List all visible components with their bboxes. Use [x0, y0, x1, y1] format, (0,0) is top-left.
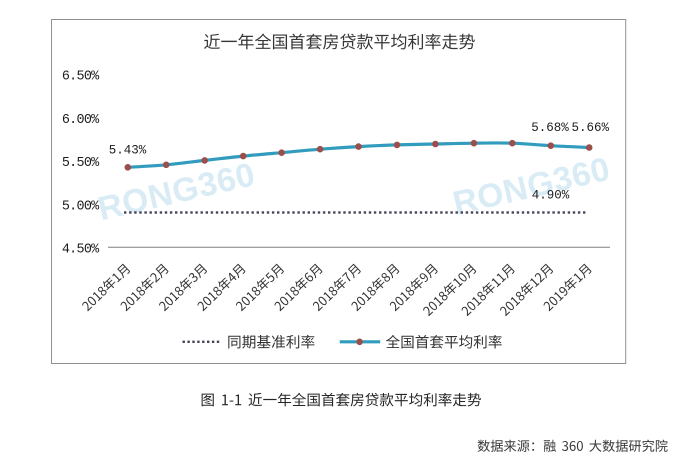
- svg-text:RONG360: RONG360: [450, 151, 614, 223]
- svg-text:5.43%: 5.43%: [109, 144, 147, 158]
- svg-text:4.90%: 4.90%: [532, 189, 570, 203]
- svg-text:6.00%: 6.00%: [62, 113, 100, 128]
- svg-text:4.50%: 4.50%: [62, 243, 100, 258]
- svg-text:6.50%: 6.50%: [62, 70, 100, 85]
- svg-text:5.66%: 5.66%: [572, 121, 610, 135]
- svg-text:5.68%: 5.68%: [531, 121, 569, 135]
- svg-text:5.00%: 5.00%: [62, 199, 100, 214]
- svg-text:5.50%: 5.50%: [62, 156, 100, 171]
- svg-text:RONG360: RONG360: [95, 156, 259, 228]
